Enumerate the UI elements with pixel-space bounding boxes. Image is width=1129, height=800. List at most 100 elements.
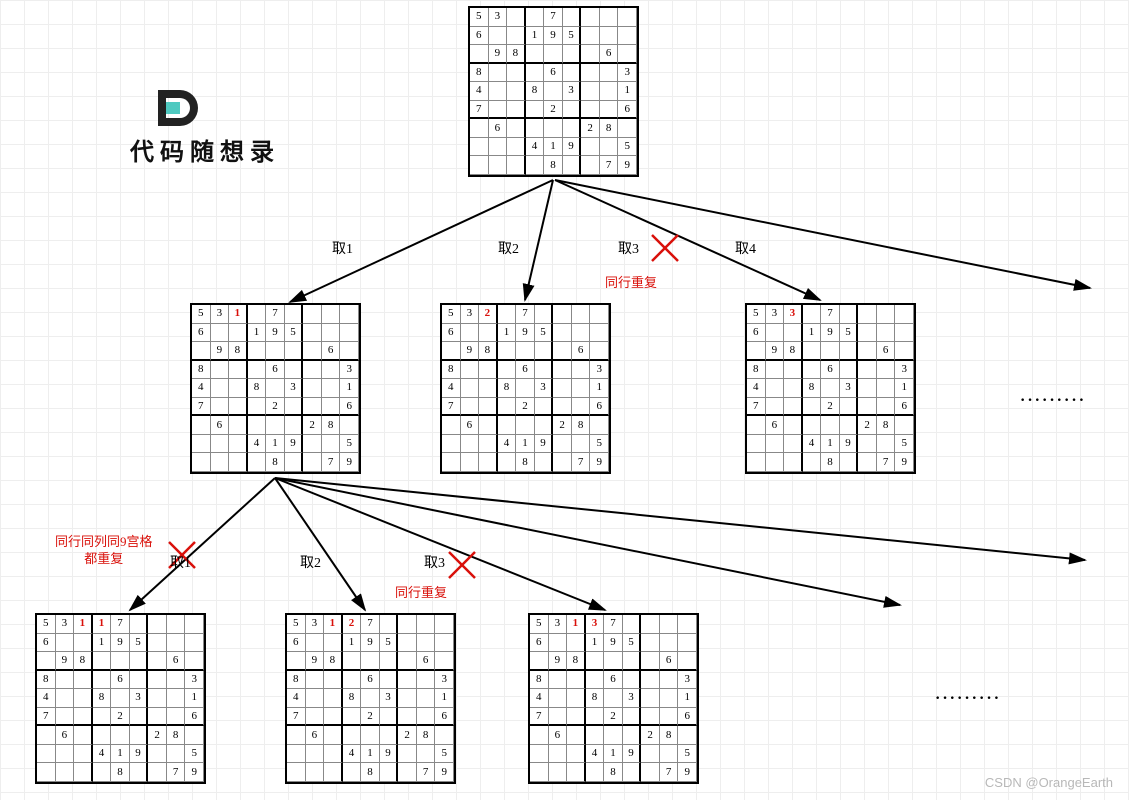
sudoku-cell xyxy=(442,416,461,435)
sudoku-cell: 5 xyxy=(435,745,454,764)
sudoku-cell xyxy=(435,634,454,653)
sudoku-cell xyxy=(507,82,526,101)
sudoku-cell xyxy=(895,324,914,343)
sudoku-cell: 1 xyxy=(586,634,605,653)
sudoku-cell xyxy=(600,82,619,101)
watermark: CSDN @OrangeEarth xyxy=(985,775,1113,790)
sudoku-cell: 3 xyxy=(489,8,508,27)
sudoku-cell: 7 xyxy=(111,615,130,634)
sudoku-cell xyxy=(563,101,582,120)
sudoku-cell xyxy=(516,416,535,435)
sudoku-cell: 7 xyxy=(266,305,285,324)
sudoku-cell xyxy=(623,763,642,782)
sudoku-cell: 1 xyxy=(266,435,285,454)
sudoku-cell: 8 xyxy=(507,45,526,64)
sudoku-cell xyxy=(417,671,436,690)
sudoku-cell: 7 xyxy=(530,708,549,727)
sudoku-cell xyxy=(340,342,359,361)
sudoku-cell: 7 xyxy=(572,453,591,472)
sudoku-cell xyxy=(507,8,526,27)
sudoku-cell xyxy=(581,27,600,46)
sudoku-cell: 1 xyxy=(544,138,563,157)
sudoku-cell xyxy=(148,745,167,764)
sudoku-cell xyxy=(535,416,554,435)
sudoku-cell xyxy=(544,45,563,64)
sudoku-cell: 4 xyxy=(248,435,267,454)
sudoku-cell: 3 xyxy=(56,615,75,634)
branch-label: 取3 xyxy=(618,238,639,258)
sudoku-cell: 7 xyxy=(417,763,436,782)
sudoku-cell: 1 xyxy=(618,82,637,101)
sudoku-cell xyxy=(549,763,568,782)
sudoku-cell: 8 xyxy=(74,652,93,671)
sudoku-cell: 9 xyxy=(306,652,325,671)
sudoku-cell: 1 xyxy=(821,435,840,454)
sudoku-cell xyxy=(287,763,306,782)
sudoku-cell xyxy=(343,763,362,782)
sudoku-cell xyxy=(498,398,517,417)
sudoku-cell xyxy=(461,453,480,472)
sudoku-cell xyxy=(840,361,859,380)
sudoku-cell xyxy=(581,8,600,27)
sudoku-cell: 8 xyxy=(322,416,341,435)
sudoku-cell xyxy=(678,652,697,671)
sudoku-cell xyxy=(623,652,642,671)
sudoku-cell xyxy=(306,671,325,690)
sudoku-cell xyxy=(498,453,517,472)
sudoku-cell: 1 xyxy=(248,324,267,343)
sudoku-cell xyxy=(530,726,549,745)
sudoku-cell xyxy=(489,156,508,175)
sudoku-cell xyxy=(858,453,877,472)
sudoku-cell: 5 xyxy=(130,634,149,653)
sudoku-cell xyxy=(167,745,186,764)
sudoku-cell xyxy=(623,708,642,727)
sudoku-cell: 5 xyxy=(185,745,204,764)
sudoku-cell: 9 xyxy=(340,453,359,472)
sudoku-cell: 6 xyxy=(766,416,785,435)
sudoku-cell: 6 xyxy=(111,671,130,690)
sudoku-cell xyxy=(544,119,563,138)
sudoku-cell: 9 xyxy=(380,745,399,764)
sudoku-cell: 7 xyxy=(322,453,341,472)
sudoku-cell: 6 xyxy=(192,324,211,343)
sudoku-cell xyxy=(803,342,822,361)
sudoku-cell xyxy=(641,634,660,653)
sudoku-cell: 5 xyxy=(590,435,609,454)
sudoku-cell xyxy=(544,82,563,101)
sudoku-cell xyxy=(185,634,204,653)
sudoku-cell xyxy=(303,305,322,324)
sudoku-cell xyxy=(641,745,660,764)
sudoku-cell xyxy=(553,398,572,417)
sudoku-cell: 9 xyxy=(461,342,480,361)
sudoku-cell: 4 xyxy=(803,435,822,454)
sudoku-cell: 6 xyxy=(417,652,436,671)
sudoku-cell: 8 xyxy=(530,671,549,690)
sudoku-cell xyxy=(148,763,167,782)
sudoku-cell: 1 xyxy=(229,305,248,324)
sudoku-cell xyxy=(586,726,605,745)
sudoku-cell: 5 xyxy=(623,634,642,653)
sudoku-cell xyxy=(442,453,461,472)
sudoku-cell: 9 xyxy=(285,435,304,454)
sudoku-cell xyxy=(895,305,914,324)
sudoku-cell xyxy=(590,416,609,435)
sudoku-cell xyxy=(303,379,322,398)
sudoku-cell xyxy=(287,726,306,745)
sudoku-cell xyxy=(766,398,785,417)
sudoku-cell xyxy=(479,398,498,417)
sudoku-cell xyxy=(398,745,417,764)
conflict-label: 同行重复 xyxy=(605,275,657,292)
sudoku-cell xyxy=(303,361,322,380)
sudoku-cell xyxy=(306,763,325,782)
sudoku-cell xyxy=(343,652,362,671)
sudoku-cell: 6 xyxy=(549,726,568,745)
sudoku-cell: 6 xyxy=(361,671,380,690)
sudoku-cell xyxy=(148,708,167,727)
sudoku-cell xyxy=(526,8,545,27)
sudoku-cell: 6 xyxy=(678,708,697,727)
sudoku-cell xyxy=(581,156,600,175)
sudoku-cell xyxy=(266,342,285,361)
sudoku-cell xyxy=(167,689,186,708)
sudoku-cell xyxy=(324,745,343,764)
sudoku-cell: 3 xyxy=(435,671,454,690)
